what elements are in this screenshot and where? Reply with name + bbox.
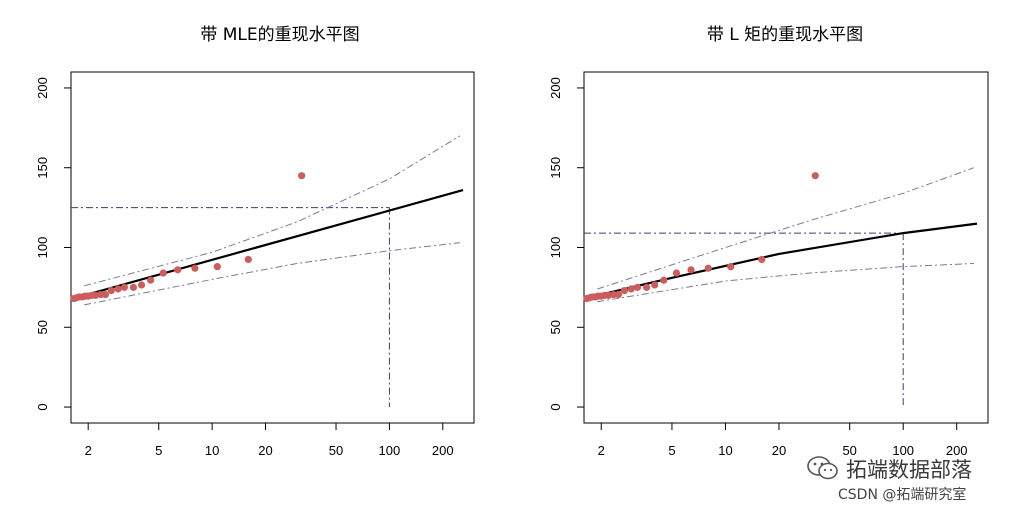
data-point [627,285,635,293]
plot-frame [583,71,989,424]
x-tick-label: 20 [772,443,786,458]
data-point [727,263,735,271]
x-tick-label: 200 [946,443,968,458]
data-point [107,286,115,295]
data-point [147,276,155,284]
data-point [651,281,659,289]
data-point [642,283,651,291]
data-point [811,172,819,180]
data-point [159,269,167,277]
data-point [213,263,221,271]
y-tick-label: 200 [548,77,563,99]
y-tick-label: 0 [548,403,563,410]
x-tick-label: 2 [85,443,92,458]
confidence-band-upper [597,167,975,290]
y-tick-label: 200 [35,77,50,99]
fitted-line [83,189,464,297]
data-point [672,269,681,277]
y-tick-label: 0 [35,403,50,410]
data-point [137,281,146,289]
y-tick-label: 150 [35,157,50,179]
confidence-band-lower [597,263,974,303]
data-point [114,285,122,293]
y-tick-label: 50 [35,320,50,334]
data-point [614,290,623,299]
x-tick-label: 10 [205,443,219,458]
watermark-brand: 拓端数据部落 [846,458,972,482]
x-tick-label: 100 [379,443,401,458]
data-point [660,276,668,284]
chart-panel-2: 带 L 矩的重现水平图 0 50 100 150 200 2 5 10 20 50 100 200 [548,25,989,458]
chart-panel-1: 带 MLE的重现水平图 0 50 100 150 200 2 5 10 20 50 100 200 [35,25,475,458]
data-point [101,290,109,299]
x-tick-label: 50 [842,443,856,458]
x-tick-label: 10 [718,443,732,458]
x-tick-label: 5 [155,443,162,458]
x-tick-label: 20 [258,443,272,458]
y-tick-label: 100 [548,237,563,259]
y-tick-label: 50 [548,320,563,334]
data-point [174,266,182,274]
wechat-icon [806,454,840,482]
data-point [129,283,138,291]
confidence-band-upper [84,135,461,287]
data-point [687,266,695,274]
data-point [191,264,199,272]
x-tick-label: 50 [329,443,343,458]
watermark-source: CSDN @拓端研究室 [838,487,967,503]
data-point [758,255,766,264]
data-point [244,255,252,264]
chart-title: 带 L 矩的重现水平图 [707,25,863,45]
data-point [120,283,128,291]
confidence-band-lower [84,242,461,306]
x-tick-label: 100 [892,443,914,458]
x-tick-label: 5 [668,443,675,458]
data-point [633,283,642,291]
fitted-line [597,222,978,297]
data-point [298,172,306,180]
y-tick-label: 150 [548,157,563,179]
chart-title: 带 MLE的重现水平图 [200,25,359,45]
x-tick-label: 200 [432,443,454,458]
data-point [620,286,628,295]
x-tick-label: 2 [598,443,605,458]
data-point [704,264,712,272]
y-tick-label: 100 [35,237,50,259]
